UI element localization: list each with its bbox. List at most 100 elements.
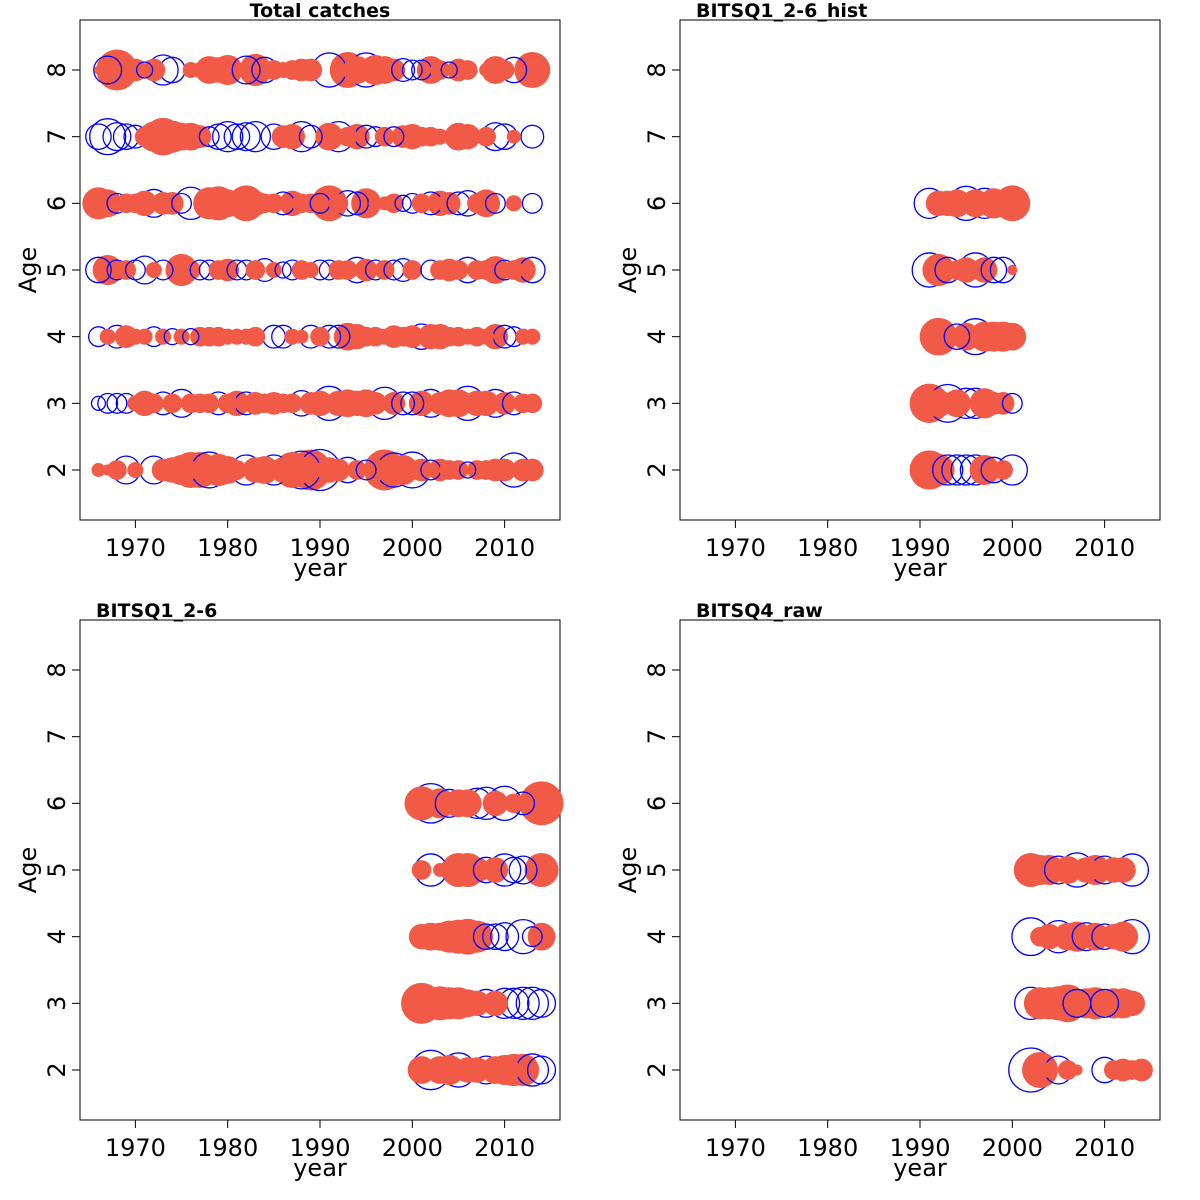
bubble-positive (947, 260, 967, 280)
y-axis-label: Age (14, 247, 42, 293)
bubble-positive (482, 990, 509, 1017)
bubble-positive (430, 260, 450, 280)
bubble-positive (457, 60, 478, 80)
bubble-positive (282, 393, 303, 414)
y-tick-label: 4 (43, 929, 71, 944)
bubble-negative (1090, 988, 1120, 1018)
bubble-positive (1119, 990, 1146, 1017)
bubble-negative (212, 120, 244, 153)
bubble-positive (961, 189, 990, 218)
y-tick-label: 7 (43, 729, 71, 744)
bubble-positive (302, 261, 319, 279)
y-tick-label: 2 (43, 1062, 71, 1077)
bubble-negative (298, 124, 323, 149)
bubble-positive (254, 393, 275, 414)
bubble-positive (430, 60, 450, 80)
bubble-positive (393, 326, 413, 347)
bubble-negative (171, 192, 193, 214)
y-tick-label: 6 (43, 796, 71, 811)
x-tick-label: 2000 (382, 1134, 443, 1162)
bubble-positive (482, 857, 509, 883)
y-tick-label: 8 (43, 662, 71, 677)
bubble-positive (99, 328, 116, 345)
bubble-positive (514, 52, 551, 88)
bubble-positive (1122, 1060, 1143, 1080)
bubble-negative (391, 391, 416, 416)
bubble-positive (96, 49, 138, 91)
x-tick-label: 1980 (797, 534, 858, 562)
y-tick-label: 4 (643, 929, 671, 944)
bubble-positive (294, 329, 309, 344)
bubble-positive (943, 389, 971, 418)
bubble-negative (239, 120, 272, 153)
bubble-positive (448, 260, 469, 280)
bubble-positive (426, 1056, 454, 1084)
bubble-positive (402, 260, 423, 280)
panel-title: BITSQ4_raw (696, 600, 823, 622)
bubble-negative (274, 261, 292, 279)
bubble-positive (1073, 857, 1099, 883)
bubble-positive (91, 463, 106, 477)
bubble-positive (998, 322, 1027, 351)
bubble-positive (245, 260, 266, 280)
bubble-positive (142, 58, 166, 82)
bubble-positive (299, 391, 323, 415)
bubble-negative (526, 1055, 557, 1085)
bubble-positive (134, 126, 155, 147)
x-tick-label: 2010 (474, 1134, 535, 1162)
bubble-positive (1007, 264, 1018, 276)
bubble-positive (519, 781, 564, 826)
x-tick-label: 2000 (982, 534, 1043, 562)
bubble-positive (173, 328, 190, 345)
bubble-negative (459, 461, 477, 479)
bubble-positive (377, 196, 392, 211)
bubble-positive (1033, 987, 1066, 1020)
bubble-positive (524, 328, 541, 345)
y-tick-label: 2 (643, 462, 671, 477)
y-tick-label: 6 (43, 196, 71, 211)
bubble-positive (127, 395, 144, 412)
bubble-positive (922, 453, 955, 487)
x-tick-label: 2010 (474, 534, 535, 562)
bubble-positive (522, 393, 543, 414)
bubble-positive (467, 193, 487, 214)
bubble-positive (482, 790, 509, 817)
bubble-positive (453, 789, 482, 818)
x-tick-label: 1990 (889, 534, 950, 562)
bubble-negative (440, 61, 458, 79)
bubble-positive (364, 391, 387, 415)
panel-title: BITSQ1_2-6 (96, 600, 217, 622)
bubble-negative (383, 126, 405, 148)
bubble-positive (310, 326, 330, 347)
bubble-positive (426, 922, 454, 951)
y-tick-label: 4 (643, 329, 671, 344)
bubble-negative (500, 856, 528, 884)
bubble-positive (124, 58, 147, 82)
bubble-positive (971, 257, 998, 283)
bubble-positive (213, 189, 242, 218)
bubble-positive (327, 458, 350, 482)
bubble-positive (408, 390, 435, 417)
bubble-negative (90, 395, 107, 411)
x-tick-label: 2010 (1074, 534, 1135, 562)
bubble-negative (943, 323, 971, 351)
bubble-negative (198, 126, 220, 148)
bubble-negative (394, 194, 412, 213)
bubble-positive (934, 190, 961, 217)
bubble-positive (107, 460, 127, 480)
y-tick-label: 7 (643, 129, 671, 144)
y-tick-label: 2 (643, 1062, 671, 1077)
bubble-positive (1071, 988, 1102, 1019)
bubble-positive (411, 193, 432, 214)
bubble-positive (1110, 857, 1136, 883)
bubble-negative (484, 192, 506, 214)
bubble-positive (264, 193, 284, 214)
bubble-positive (275, 61, 292, 79)
x-axis-label: year (293, 1154, 347, 1182)
bubble-negative (521, 192, 543, 214)
bubble-positive (993, 460, 1013, 480)
x-tick-label: 2000 (982, 1134, 1043, 1162)
x-tick-label: 1990 (289, 534, 350, 562)
bubble-positive (990, 190, 1016, 217)
y-tick-label: 5 (43, 862, 71, 877)
